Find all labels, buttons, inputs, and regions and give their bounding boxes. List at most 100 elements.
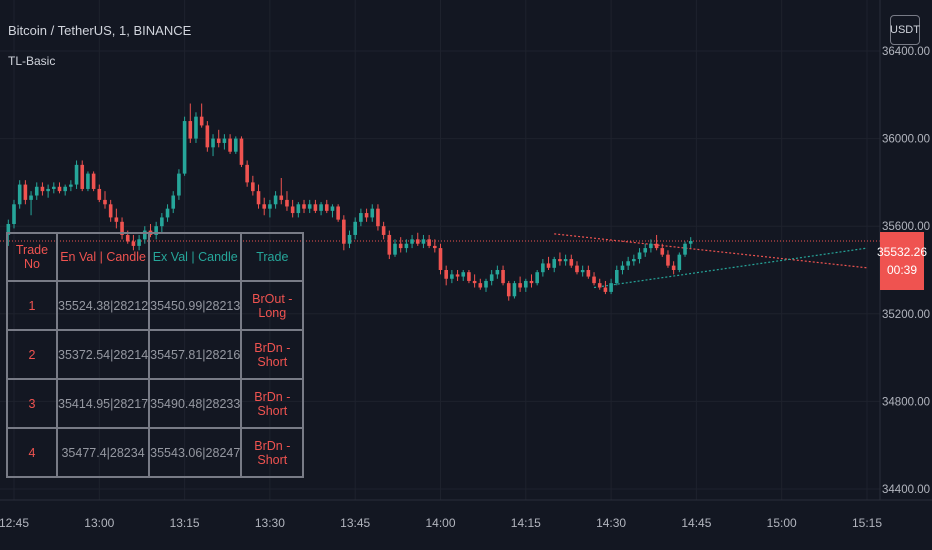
cell-trade: BrDn -Short [240,378,305,429]
candle-body [154,226,158,235]
candle-body [415,239,420,244]
candle-body [80,164,85,189]
y-tick-label: 35600.00 [882,221,930,233]
x-tick-label: 14:45 [681,516,711,530]
cell-trade-no: 1 [6,280,58,331]
candle-body [251,182,255,192]
x-tick-label: 14:30 [596,516,626,530]
candle-body [506,283,511,297]
candle-body [558,259,562,262]
candle-body [495,270,500,275]
candle-body [91,173,96,189]
candle-body [683,243,687,255]
candle-body [614,270,619,284]
candle-body [660,248,665,255]
table-row: 1 35524.38|28212 35450.99|28213 BrOut -L… [6,280,305,331]
candle-body [262,204,267,209]
cell-exit: 35450.99|28213 [148,280,243,331]
candle-body [410,239,414,244]
cell-entry: 35414.95|28217 [55,378,151,429]
x-tick-label: 13:30 [255,516,285,530]
candle-body [108,204,113,218]
candle-body [421,239,426,244]
candle-body [6,224,11,235]
y-tick-label: 36000.00 [882,134,930,146]
candle-body [472,280,477,284]
y-tick-label: 34800.00 [882,396,930,408]
candle-body [342,219,346,244]
header-entry: En Val | Candle [55,232,151,282]
candle-body [620,265,625,270]
candle-body [364,213,369,218]
candle-body [370,208,375,218]
candle-body [524,280,528,288]
candle-body [393,243,397,255]
candle-body [256,191,261,205]
candle-body [586,270,591,277]
x-tick-label: 12:45 [0,516,29,530]
cell-trade: BrDn -Short [240,427,305,478]
candle-body [671,265,676,270]
indicator-label[interactable]: TL-Basic [8,54,56,68]
x-tick-label: 14:00 [425,516,455,530]
cell-trade-no: 4 [6,427,58,478]
candle-body [637,252,642,260]
candle-body [569,259,574,266]
table-row: 3 35414.95|28217 35490.48|28233 BrDn -Sh… [6,378,305,429]
candle-body [290,206,295,214]
candle-body [97,188,102,200]
candle-body [222,138,227,143]
candle-body [489,274,494,281]
candle-body [313,204,318,211]
candle-body [518,283,522,288]
candle-body [649,243,653,249]
candle-body [632,259,636,262]
candle-body [302,204,306,209]
header-exit: Ex Val | Candle [148,232,243,282]
candle-body [324,204,329,211]
x-tick-label: 14:15 [511,516,541,530]
table-row: 4 35477.4|28234 35543.06|28247 BrDn -Sho… [6,427,305,478]
candle-body [381,226,386,235]
candle-body [120,221,124,235]
cell-trade: BrDn -Short [240,329,305,380]
candle-body [609,283,613,292]
candle-body [484,280,488,288]
candle-body [228,138,232,152]
candle-body [17,184,22,205]
candle-body [279,195,284,200]
candle-body [546,263,551,268]
candle-body [52,186,56,189]
candle-body [592,276,596,284]
candle-body [404,243,409,249]
candle-body [205,125,210,148]
candle-body [165,208,170,218]
x-tick-label: 15:15 [852,516,882,530]
candle-body [376,208,380,227]
cell-trade: BrOut -Long [240,280,305,331]
candle-body [563,259,568,262]
candle-body [268,204,272,209]
candle-body [347,234,352,244]
cell-trade-no: 3 [6,378,58,429]
candle-body [580,270,585,273]
last-price-tag: 35532.26 00:39 [877,232,927,290]
candle-body [199,116,204,126]
candle-body [12,204,16,224]
candle-body [353,221,357,235]
candle-body [307,204,312,209]
candle-body [444,270,448,279]
symbol-title[interactable]: Bitcoin / TetherUS, 1, BINANCE [8,23,192,38]
candle-body [114,217,119,222]
table-row: 2 35372.54|28214 35457.81|28216 BrDn -Sh… [6,329,305,380]
y-axis: 34400.00 34800.00 35200.00 35600.00 36000.00… [882,46,930,496]
trendline [554,233,868,269]
cell-entry: 35372.54|28214 [55,329,151,380]
candle-body [34,186,39,196]
candle-body [29,195,33,200]
x-tick-label: 13:15 [170,516,200,530]
currency-unit-button[interactable]: USDT [890,15,920,45]
candle-body [467,272,471,281]
cell-trade-no: 2 [6,329,58,380]
